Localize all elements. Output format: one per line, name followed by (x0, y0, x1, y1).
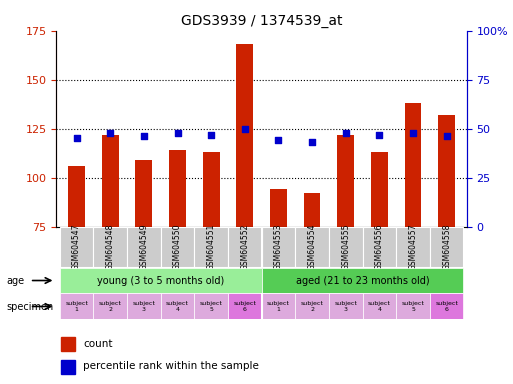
FancyBboxPatch shape (262, 293, 295, 319)
FancyBboxPatch shape (430, 293, 463, 319)
Text: GSM604555: GSM604555 (341, 223, 350, 270)
Text: subject
4: subject 4 (166, 301, 189, 312)
Text: GSM604558: GSM604558 (442, 223, 451, 270)
FancyBboxPatch shape (60, 268, 262, 293)
Text: GSM604556: GSM604556 (375, 223, 384, 270)
FancyBboxPatch shape (228, 227, 262, 267)
Text: specimen: specimen (7, 302, 54, 312)
FancyBboxPatch shape (262, 227, 295, 267)
FancyBboxPatch shape (295, 227, 329, 267)
Text: count: count (83, 339, 113, 349)
FancyBboxPatch shape (93, 293, 127, 319)
FancyBboxPatch shape (329, 227, 363, 267)
Point (140, 133, 148, 139)
FancyBboxPatch shape (127, 293, 161, 319)
Text: GSM604548: GSM604548 (106, 223, 115, 270)
Point (106, 129, 114, 136)
Text: subject
1: subject 1 (65, 301, 88, 312)
Text: percentile rank within the sample: percentile rank within the sample (83, 361, 259, 371)
Bar (405, 103, 421, 227)
Text: GSM604547: GSM604547 (72, 223, 81, 270)
Bar (270, 189, 287, 227)
Point (274, 137, 283, 144)
Text: subject
2: subject 2 (99, 301, 122, 312)
Text: GSM604557: GSM604557 (408, 223, 418, 270)
Text: subject
5: subject 5 (200, 301, 223, 312)
Text: subject
3: subject 3 (334, 301, 357, 312)
FancyBboxPatch shape (60, 293, 93, 319)
FancyBboxPatch shape (194, 293, 228, 319)
Title: GDS3939 / 1374539_at: GDS3939 / 1374539_at (181, 14, 342, 28)
Text: GSM604552: GSM604552 (240, 223, 249, 270)
Bar (304, 193, 321, 227)
Bar (338, 134, 354, 227)
Text: GSM604550: GSM604550 (173, 223, 182, 270)
Point (173, 129, 182, 136)
Point (207, 131, 215, 137)
Text: aged (21 to 23 months old): aged (21 to 23 months old) (295, 275, 429, 286)
Text: subject
6: subject 6 (435, 301, 458, 312)
FancyBboxPatch shape (93, 227, 127, 267)
FancyBboxPatch shape (127, 227, 161, 267)
Bar (371, 152, 388, 227)
FancyBboxPatch shape (60, 227, 93, 267)
FancyBboxPatch shape (396, 227, 430, 267)
Text: GSM604554: GSM604554 (308, 223, 317, 270)
Bar (61, 360, 75, 374)
Bar (68, 166, 85, 227)
Bar (236, 45, 253, 227)
Text: GSM604553: GSM604553 (274, 223, 283, 270)
Text: subject
6: subject 6 (233, 301, 256, 312)
FancyBboxPatch shape (194, 227, 228, 267)
Bar (135, 160, 152, 227)
Bar (102, 134, 119, 227)
FancyBboxPatch shape (161, 227, 194, 267)
FancyBboxPatch shape (396, 293, 430, 319)
Bar (438, 115, 455, 227)
Text: subject
2: subject 2 (301, 301, 324, 312)
FancyBboxPatch shape (363, 293, 396, 319)
Point (72, 136, 81, 142)
Point (443, 133, 451, 139)
Text: subject
1: subject 1 (267, 301, 290, 312)
Point (376, 131, 384, 137)
Text: age: age (7, 276, 25, 286)
FancyBboxPatch shape (295, 293, 329, 319)
Text: subject
3: subject 3 (132, 301, 155, 312)
Bar (203, 152, 220, 227)
Point (308, 139, 316, 146)
Bar (61, 337, 75, 351)
FancyBboxPatch shape (228, 293, 262, 319)
FancyBboxPatch shape (430, 227, 463, 267)
Text: GSM604549: GSM604549 (140, 223, 148, 270)
Text: subject
4: subject 4 (368, 301, 391, 312)
FancyBboxPatch shape (329, 293, 363, 319)
Text: GSM604551: GSM604551 (207, 223, 215, 270)
FancyBboxPatch shape (161, 293, 194, 319)
Text: subject
5: subject 5 (402, 301, 424, 312)
Text: young (3 to 5 months old): young (3 to 5 months old) (97, 275, 224, 286)
Point (241, 126, 249, 132)
FancyBboxPatch shape (262, 268, 463, 293)
Point (342, 129, 350, 136)
FancyBboxPatch shape (363, 227, 396, 267)
Bar (169, 150, 186, 227)
Point (409, 129, 417, 136)
